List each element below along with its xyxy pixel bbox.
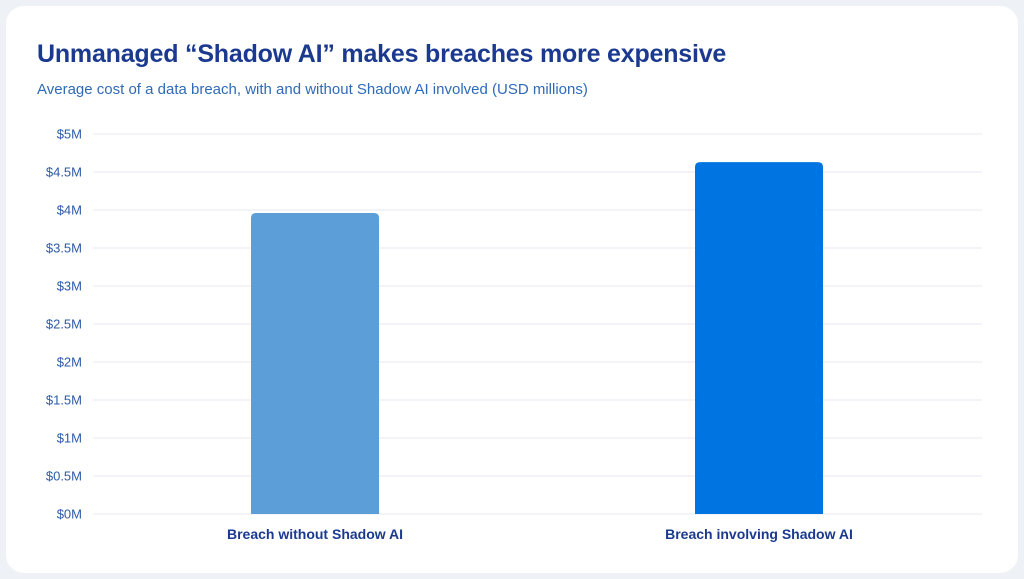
x-category-label: Breach without Shadow AI — [227, 526, 403, 542]
y-tick-label: $3.5M — [46, 241, 82, 256]
y-tick-label: $1.5M — [46, 393, 82, 408]
bar-without-shadow-ai — [251, 213, 379, 515]
y-tick-label: $5M — [57, 127, 82, 142]
chart-card — [6, 6, 1018, 573]
x-category-label: Breach involving Shadow AI — [665, 526, 853, 542]
y-tick-label: $0.5M — [46, 469, 82, 484]
y-tick-label: $4.5M — [46, 165, 82, 180]
chart-title: Unmanaged “Shadow AI” makes breaches mor… — [37, 40, 727, 68]
y-tick-label: $3M — [57, 279, 82, 294]
y-tick-label: $0M — [57, 507, 82, 522]
y-tick-label: $2M — [57, 355, 82, 370]
y-tick-label: $4M — [57, 203, 82, 218]
y-tick-label: $1M — [57, 431, 82, 446]
bar-involving-shadow-ai — [695, 162, 823, 514]
chart-subtitle: Average cost of a data breach, with and … — [37, 81, 588, 98]
y-tick-label: $2.5M — [46, 317, 82, 332]
